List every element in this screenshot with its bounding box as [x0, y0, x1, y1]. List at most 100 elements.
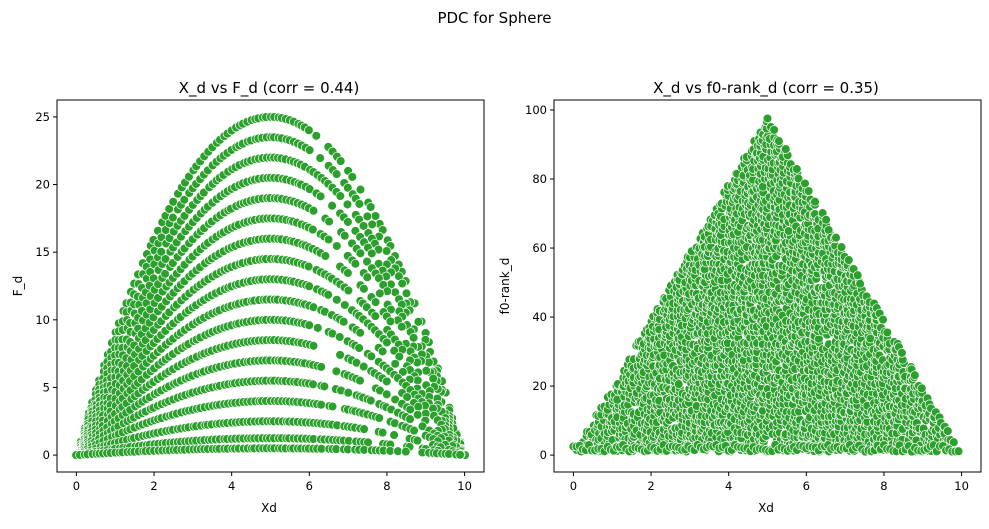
data-point [389, 430, 399, 440]
chart-right-x-label: Xd [758, 501, 774, 515]
data-point [375, 288, 385, 299]
data-point [335, 156, 346, 166]
data-point [405, 414, 415, 424]
data-point [673, 379, 684, 389]
data-point [382, 337, 392, 348]
data-point [355, 248, 366, 259]
data-point [852, 270, 863, 280]
data-point [409, 425, 419, 436]
chart-left: X_d vs F_d (corr = 0.44) 0 2 4 6 8 10 0510152… [11, 79, 485, 515]
data-point [413, 402, 424, 412]
data-point [821, 214, 831, 225]
y-tick-label: 100 [525, 103, 547, 117]
data-point [308, 341, 319, 351]
data-point [332, 241, 342, 251]
x-tick-label: 2 [647, 479, 654, 493]
data-point [917, 383, 927, 394]
y-tick-label: 25 [35, 110, 50, 124]
data-point [316, 444, 327, 454]
data-point [308, 379, 318, 390]
data-point [327, 401, 338, 412]
data-point [315, 191, 326, 202]
y-tick-label: 5 [43, 380, 50, 394]
data-point [324, 216, 334, 227]
data-point [358, 361, 369, 372]
data-point [304, 145, 315, 155]
data-point [160, 269, 170, 279]
data-point [343, 285, 354, 296]
data-point [382, 376, 392, 387]
data-point [323, 290, 333, 300]
y-tick-label: 0 [540, 448, 547, 462]
data-point [762, 113, 773, 124]
y-tick-label: 80 [532, 172, 547, 186]
data-point [343, 387, 354, 398]
data-point [343, 268, 353, 278]
data-point [421, 365, 431, 376]
chart-right-title: X_d vs f0-rank_d (corr = 0.35) [653, 79, 879, 98]
chart-left-title: X_d vs F_d (corr = 0.44) [179, 79, 360, 98]
y-tick-label: 20 [35, 178, 50, 192]
data-point [179, 195, 190, 205]
data-point [366, 351, 377, 362]
x-tick-label: 10 [457, 479, 472, 493]
data-point [428, 373, 438, 384]
data-point [367, 248, 377, 259]
data-point [362, 272, 373, 282]
data-point [455, 450, 465, 460]
data-point [780, 144, 791, 154]
data-point [374, 413, 384, 423]
data-point [408, 333, 419, 343]
x-tick-label: 6 [306, 479, 313, 493]
data-point [342, 199, 353, 210]
x-tick-label: 6 [803, 479, 810, 493]
data-point [332, 295, 342, 305]
y-tick-label: 10 [35, 313, 50, 327]
data-point [405, 404, 415, 415]
data-point [365, 202, 376, 212]
data-point [836, 242, 847, 252]
data-point [351, 357, 362, 368]
data-point [413, 317, 424, 327]
data-point [397, 321, 407, 332]
data-point [370, 297, 381, 307]
chart-right: X_d vs f0-rank_d (corr = 0.35) 0 2 4 6 8 10 0… [498, 79, 982, 515]
x-tick-label: 0 [73, 479, 80, 493]
data-point [327, 200, 337, 211]
x-tick-label: 10 [954, 479, 969, 493]
data-point [334, 332, 345, 342]
chart-left-x-label: Xd [261, 501, 277, 515]
y-tick-label: 15 [35, 245, 50, 259]
data-point [390, 394, 400, 405]
data-point [774, 136, 784, 146]
data-point [359, 424, 369, 434]
data-point [769, 125, 779, 135]
data-point [374, 273, 384, 283]
data-point [316, 399, 326, 410]
data-point [758, 181, 768, 192]
data-point [412, 435, 423, 446]
data-point [350, 258, 361, 269]
y-tick-label: 40 [532, 310, 547, 324]
data-point [424, 357, 434, 368]
chart-left-points [70, 112, 471, 460]
data-point [402, 392, 412, 402]
data-point [311, 131, 322, 141]
data-point [338, 316, 349, 327]
x-tick-label: 8 [880, 479, 887, 493]
data-point [331, 366, 342, 377]
data-point [397, 278, 407, 289]
data-point [367, 219, 377, 230]
x-tick-label: 4 [228, 479, 235, 493]
data-point [160, 254, 171, 264]
data-point [313, 323, 323, 333]
data-point [316, 362, 326, 372]
data-point [897, 348, 907, 358]
data-point [343, 182, 353, 193]
data-point [319, 381, 330, 392]
chart-right-points [568, 113, 964, 457]
data-point [381, 246, 392, 256]
data-point [362, 211, 373, 222]
data-point [953, 446, 964, 456]
